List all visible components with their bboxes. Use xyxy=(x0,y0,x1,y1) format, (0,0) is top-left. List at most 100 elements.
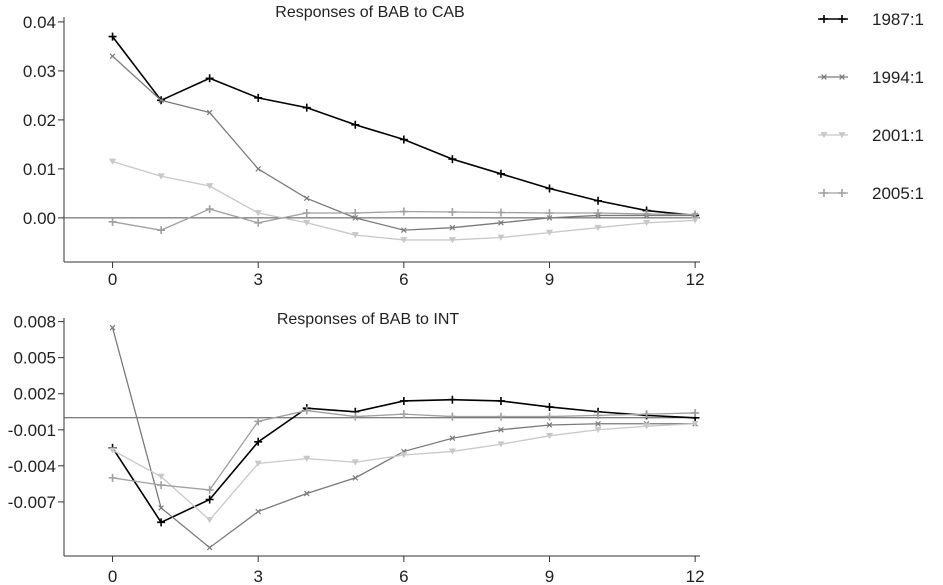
data-point xyxy=(158,97,164,104)
data-point xyxy=(254,460,262,467)
panel-responses-bab-to-cab: Responses of BAB to CAB 0.04 0.03 0.02 0.01… xyxy=(23,4,705,289)
data-point xyxy=(497,441,505,448)
data-point xyxy=(545,432,554,440)
data-point xyxy=(546,422,553,428)
legend-entry-1987-1: 1987:1 xyxy=(818,10,924,29)
data-point xyxy=(205,74,214,83)
data-point xyxy=(545,184,554,193)
data-point xyxy=(255,508,262,515)
data-point xyxy=(691,210,700,219)
series-1994-1 xyxy=(109,324,698,551)
data-point xyxy=(108,447,117,454)
data-point xyxy=(302,103,311,112)
y-tick-label: 0.008 xyxy=(13,313,56,332)
panel-responses-bab-to-int: Responses of BAB to INT 0.008 0.005 0.002 -… xyxy=(8,311,705,585)
x-tick-label: 9 xyxy=(545,567,554,585)
x-tick-label: 6 xyxy=(399,270,408,289)
legend-swatch-marker xyxy=(820,189,828,197)
series-line-2005-1 xyxy=(112,409,696,491)
legend-entry-2001-1: 2001:1 xyxy=(818,126,924,145)
data-point xyxy=(691,420,699,428)
data-point xyxy=(302,406,311,415)
y-tick-label: -0.007 xyxy=(8,493,56,512)
series-1987-1 xyxy=(108,32,700,220)
data-point xyxy=(401,227,407,233)
data-point xyxy=(351,209,360,217)
data-point xyxy=(254,210,262,217)
legend-entry-1994-1: 1994:1 xyxy=(818,68,924,87)
y-tick-label: 0.04 xyxy=(23,13,56,32)
data-point xyxy=(157,481,166,490)
data-point xyxy=(351,232,359,239)
x-tick-label: 12 xyxy=(686,270,705,289)
data-point xyxy=(206,183,214,190)
y-tick-label: -0.004 xyxy=(8,457,56,476)
data-point xyxy=(303,490,310,497)
y-tick-label: 0.01 xyxy=(23,160,56,179)
data-point xyxy=(496,396,505,405)
data-point xyxy=(399,410,408,419)
series-2005-1 xyxy=(108,205,700,235)
data-point xyxy=(642,219,651,227)
series-line-1987-1 xyxy=(111,36,696,217)
legend-swatch-marker xyxy=(820,15,828,23)
data-point xyxy=(496,412,505,421)
data-point xyxy=(400,237,408,244)
data-point xyxy=(254,218,263,227)
data-point xyxy=(108,473,117,482)
data-point xyxy=(254,437,263,446)
data-point xyxy=(206,109,213,116)
x-tick-label: 0 xyxy=(108,270,117,289)
series-line-2001-1 xyxy=(112,423,696,521)
data-point xyxy=(448,237,456,244)
data-point xyxy=(594,426,602,434)
data-point xyxy=(400,452,408,459)
x-tick-label: 0 xyxy=(108,567,117,585)
data-point xyxy=(691,217,699,224)
x-tick-label: 3 xyxy=(253,270,262,289)
data-point xyxy=(108,217,117,226)
data-point xyxy=(157,226,166,235)
data-point xyxy=(448,208,457,217)
data-point xyxy=(352,215,359,221)
legend-label: 2001:1 xyxy=(872,126,924,145)
data-point xyxy=(205,495,214,504)
data-point xyxy=(496,208,505,217)
data-point xyxy=(594,411,603,420)
data-point xyxy=(206,517,214,524)
data-point xyxy=(545,229,554,236)
data-point xyxy=(546,215,553,221)
data-point xyxy=(255,166,262,172)
data-point xyxy=(498,219,504,226)
data-point xyxy=(594,224,602,231)
y-tick-label: 0.002 xyxy=(13,385,56,404)
series-2005-1 xyxy=(108,406,700,494)
legend-swatch-marker xyxy=(821,74,827,80)
data-point xyxy=(108,158,117,165)
data-point xyxy=(351,459,359,466)
data-point xyxy=(545,412,554,421)
legend-swatch-marker xyxy=(839,74,845,80)
data-point xyxy=(642,209,651,218)
legend-swatch-marker xyxy=(838,189,846,197)
x-tick-label: 12 xyxy=(686,567,705,585)
x-tick-label: 6 xyxy=(399,567,408,585)
data-point xyxy=(594,196,603,205)
data-point xyxy=(595,420,601,427)
x-tick-label: 9 xyxy=(545,270,554,289)
data-point xyxy=(109,53,116,60)
legend-swatch-marker xyxy=(838,15,846,23)
y-tick-label: 0.03 xyxy=(23,62,56,81)
data-point xyxy=(448,395,457,404)
data-point xyxy=(594,209,603,217)
data-point xyxy=(157,473,165,480)
data-point xyxy=(303,455,311,462)
series-2001-1 xyxy=(108,420,699,524)
data-point xyxy=(206,544,213,551)
data-point xyxy=(254,417,263,426)
x-tick-label: 3 xyxy=(253,567,262,585)
series-line-1994-1 xyxy=(111,327,696,549)
data-point xyxy=(449,435,456,442)
data-point xyxy=(303,195,310,202)
data-point xyxy=(157,173,165,180)
